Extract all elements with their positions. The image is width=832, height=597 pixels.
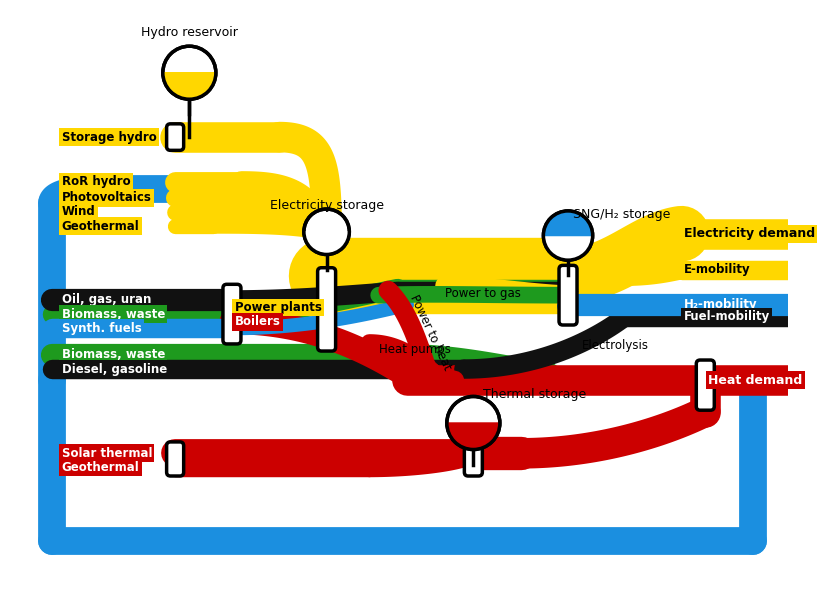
Circle shape <box>163 46 215 99</box>
Text: Heat pumps: Heat pumps <box>379 343 451 356</box>
Text: Geothermal: Geothermal <box>62 461 139 474</box>
Text: SNG/H₂ storage: SNG/H₂ storage <box>572 208 670 221</box>
FancyBboxPatch shape <box>464 430 483 476</box>
Text: H₂-mobility: H₂-mobility <box>684 298 757 311</box>
Text: Electricity storage: Electricity storage <box>270 199 384 212</box>
Text: Electrolysis: Electrolysis <box>582 339 649 352</box>
Circle shape <box>543 211 592 260</box>
FancyBboxPatch shape <box>166 442 184 476</box>
Polygon shape <box>447 423 500 450</box>
Text: Geothermal: Geothermal <box>62 220 139 233</box>
Text: Boilers: Boilers <box>235 315 280 328</box>
FancyBboxPatch shape <box>318 267 335 351</box>
Text: Wind: Wind <box>62 205 96 219</box>
Polygon shape <box>163 73 215 99</box>
Text: Synth. fuels: Synth. fuels <box>62 322 141 335</box>
Circle shape <box>447 396 500 450</box>
FancyBboxPatch shape <box>223 284 241 344</box>
Text: Storage hydro: Storage hydro <box>62 131 156 144</box>
Circle shape <box>304 209 349 254</box>
Text: Solar thermal: Solar thermal <box>62 447 152 460</box>
Polygon shape <box>543 236 592 260</box>
Polygon shape <box>543 211 592 236</box>
Text: Power plants: Power plants <box>235 301 322 314</box>
Text: Heat demand: Heat demand <box>708 374 802 387</box>
Text: Hydro reservoir: Hydro reservoir <box>141 26 238 39</box>
Text: Biomass, waste: Biomass, waste <box>62 348 165 361</box>
Text: Power to gas: Power to gas <box>445 287 521 300</box>
FancyBboxPatch shape <box>559 265 577 325</box>
Text: Biomass, waste: Biomass, waste <box>62 307 165 321</box>
Text: Electricity demand: Electricity demand <box>684 227 815 240</box>
Text: Diesel, gasoline: Diesel, gasoline <box>62 362 166 376</box>
FancyBboxPatch shape <box>696 360 715 410</box>
Text: Oil, gas, uran: Oil, gas, uran <box>62 293 151 306</box>
Text: Thermal storage: Thermal storage <box>483 388 586 401</box>
Text: Power to heat: Power to heat <box>407 293 453 373</box>
Text: Fuel-mobility: Fuel-mobility <box>684 310 770 324</box>
Text: RoR hydro: RoR hydro <box>62 175 130 188</box>
FancyBboxPatch shape <box>166 124 184 150</box>
Polygon shape <box>304 232 349 254</box>
Text: Photovoltaics: Photovoltaics <box>62 191 151 204</box>
Text: E-mobility: E-mobility <box>684 263 750 276</box>
